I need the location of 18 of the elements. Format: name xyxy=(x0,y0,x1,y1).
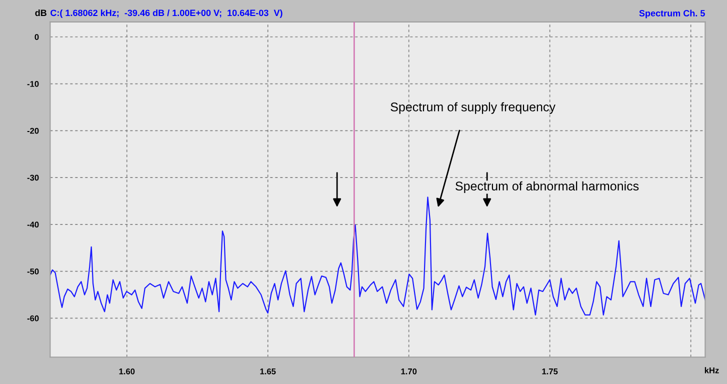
x-tick-label: 1.65 xyxy=(260,368,276,374)
y-tick-label: -30 xyxy=(27,174,39,181)
x-tick-label: 1.60 xyxy=(119,368,135,374)
y-axis-title: dB xyxy=(35,9,46,16)
y-tick-label: -60 xyxy=(27,315,39,322)
y-tick-label: -40 xyxy=(27,222,39,228)
x-axis-title: kHz xyxy=(704,367,719,374)
chart-title: Spectrum Ch. 5 xyxy=(639,10,705,18)
text: C:( 1.68062 kHz; -39.46 dB / 1.00E+00 V; 10.64E-03 V) xyxy=(50,9,282,18)
y-tick-label: 0 xyxy=(34,34,39,40)
annotation: Spectrum of abnormal harmonics xyxy=(456,181,639,193)
y-tick-label: -50 xyxy=(27,268,39,274)
x-tick-label: 1.75 xyxy=(542,368,558,374)
y-tick-label: -10 xyxy=(27,80,39,87)
x-tick-label: 1.70 xyxy=(401,368,417,374)
annotation: Spectrum of supply frequency xyxy=(390,102,556,114)
line-series xyxy=(50,196,706,316)
y-tick-label: -20 xyxy=(27,128,39,134)
